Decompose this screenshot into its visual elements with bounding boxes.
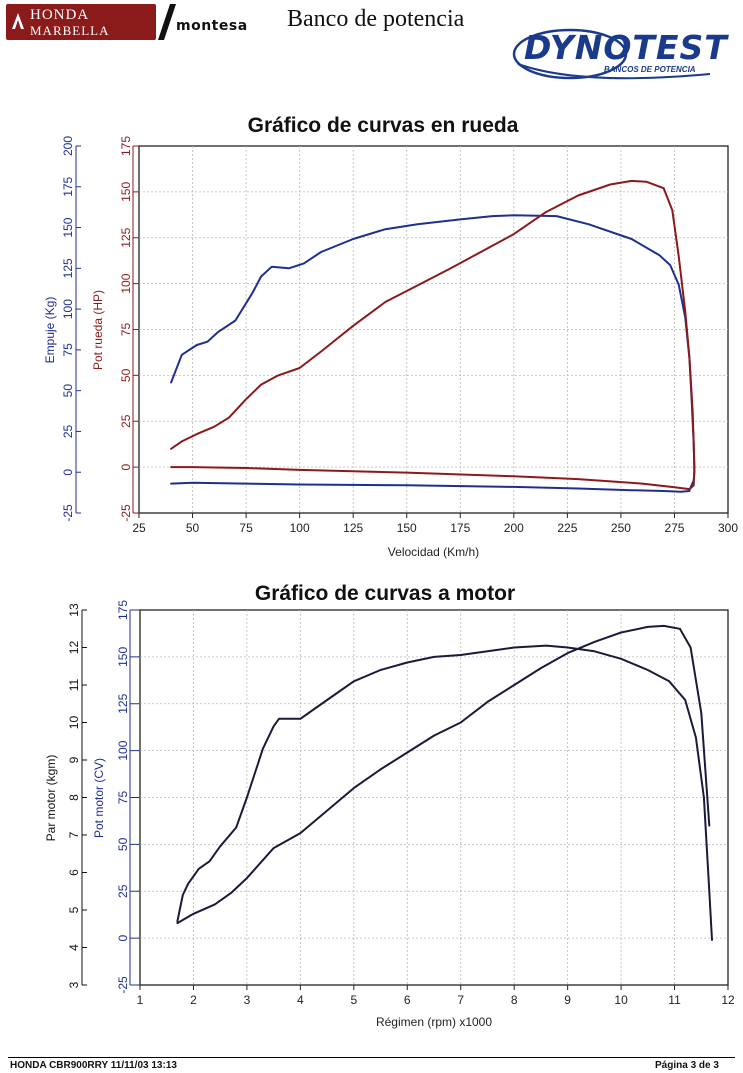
- montesa-text: montesa: [176, 18, 248, 34]
- left-axis-tick-label: 11: [67, 678, 81, 691]
- right-axis-tick-label: 125: [116, 693, 130, 713]
- x-tick-label: 275: [664, 521, 684, 535]
- right-axis-label: Pot rueda (HP): [91, 290, 105, 370]
- right-axis-tick-label: 0: [119, 463, 133, 470]
- montesa-slash-icon: [158, 4, 176, 40]
- left-axis-label: Empuje (Kg): [43, 297, 57, 364]
- dynotest-swoosh-icon: [512, 28, 711, 80]
- right-axis-tick-label: 100: [116, 740, 130, 760]
- x-tick-label: 75: [239, 521, 253, 535]
- left-axis-tick-label: 100: [61, 299, 75, 319]
- left-axis-tick-label: 8: [67, 794, 81, 801]
- honda-marbella-logo: HONDA MARBELLA: [6, 4, 156, 40]
- x-tick-label: 50: [186, 521, 200, 535]
- x-tick-label: 11: [668, 993, 681, 1007]
- x-tick-label: 300: [718, 521, 738, 535]
- honda-logo-line1: HONDA: [30, 7, 90, 23]
- left-axis-label: Par motor (kgm): [44, 755, 58, 842]
- right-axis-tick-label: 50: [119, 368, 133, 382]
- x-tick-label: 10: [614, 993, 628, 1007]
- chart-title-engine: Gráfico de curvas a motor: [254, 582, 516, 605]
- right-axis-tick-label: 175: [119, 136, 133, 156]
- honda-wing-icon: [12, 13, 24, 29]
- right-axis-tick-label: 75: [119, 323, 133, 337]
- x-tick-label: 9: [564, 993, 571, 1007]
- right-axis-tick-label: 125: [119, 227, 133, 247]
- right-axis-tick-label: 100: [119, 273, 133, 293]
- plot-frame: [138, 145, 729, 514]
- left-axis-tick-label: 50: [61, 384, 75, 398]
- x-tick-label: 25: [132, 521, 146, 535]
- series-line-3: [170, 466, 691, 491]
- right-axis-label: Pot motor (CV): [92, 758, 106, 838]
- left-axis-tick-label: 200: [61, 136, 75, 156]
- footer-divider: [8, 1057, 735, 1058]
- dynotest-logo: DYNOTEST BANCOS DE POTENCIA: [510, 24, 735, 84]
- x-tick-label: 3: [244, 993, 251, 1007]
- x-tick-label: 200: [504, 521, 524, 535]
- footer-vehicle-info: HONDA CBR900RRY 11/11/03 13:13: [10, 1060, 177, 1071]
- x-tick-label: 150: [397, 521, 417, 535]
- left-axis-tick-label: 125: [61, 258, 75, 278]
- left-axis-tick-label: 0: [61, 469, 75, 476]
- x-tick-label: 2: [190, 993, 197, 1007]
- wheel-curves-chart: 25 50 75 100 125 150 175 200 225 250 275 300Velocid…: [43, 136, 738, 559]
- x-tick-label: 250: [611, 521, 631, 535]
- left-axis-tick-label: 75: [61, 343, 75, 357]
- series-line-1: [170, 481, 691, 493]
- x-tick-label: 8: [511, 993, 518, 1007]
- x-tick-label: 1: [137, 993, 144, 1007]
- footer-page-number: Página 3 de 3: [655, 1060, 719, 1071]
- x-tick-label: 175: [450, 521, 470, 535]
- series-line-1: [176, 624, 711, 925]
- dynotest-brand: DYNOTEST: [524, 28, 728, 67]
- left-axis-tick-label: 10: [67, 716, 81, 730]
- x-tick-label: 12: [721, 993, 735, 1007]
- x-axis-label: Velocidad (Km/h): [388, 545, 479, 559]
- right-axis-tick-label: 150: [116, 647, 130, 667]
- right-axis-tick-label: 0: [116, 934, 130, 941]
- x-tick-label: 7: [457, 993, 464, 1007]
- left-axis-tick-label: 9: [67, 756, 81, 763]
- right-axis-tick-label: 75: [116, 791, 130, 805]
- x-tick-label: 5: [350, 993, 357, 1007]
- x-tick-label: 125: [343, 521, 363, 535]
- x-tick-label: 100: [290, 521, 310, 535]
- dynotest-subtitle: BANCOS DE POTENCIA: [604, 65, 696, 74]
- right-axis-tick-label: 50: [116, 837, 130, 851]
- left-axis-tick-label: 12: [67, 641, 81, 655]
- right-axis-tick-label: -25: [119, 504, 133, 522]
- chart-title-wheel: Gráfico de curvas en rueda: [247, 114, 519, 137]
- series-line-0: [176, 644, 713, 941]
- left-axis-tick-label: -25: [61, 504, 75, 522]
- left-axis-tick-label: 13: [67, 603, 81, 617]
- x-tick-label: 4: [297, 993, 304, 1007]
- x-axis-label: Régimen (rpm) x1000: [376, 1015, 492, 1029]
- left-axis-tick-label: 175: [61, 176, 75, 196]
- left-axis-tick-label: 4: [67, 944, 81, 951]
- left-axis-tick-label: 3: [67, 981, 81, 988]
- document-title: Banco de potencia: [287, 6, 465, 32]
- honda-logo-line2: MARBELLA: [30, 23, 110, 38]
- left-axis-tick-label: 25: [61, 424, 75, 438]
- right-axis-tick-label: 25: [119, 414, 133, 428]
- right-axis-tick-label: 150: [119, 182, 133, 202]
- x-tick-label: 225: [557, 521, 577, 535]
- left-axis-tick-label: 5: [67, 906, 81, 913]
- series-line-2: [170, 179, 696, 491]
- right-axis-tick-label: 25: [116, 884, 130, 898]
- left-axis-tick-label: 150: [61, 217, 75, 237]
- left-axis-tick-label: 7: [67, 831, 81, 838]
- montesa-logo: montesa: [158, 4, 268, 40]
- left-axis-tick-label: 6: [67, 869, 81, 876]
- x-tick-label: 6: [404, 993, 411, 1007]
- right-axis-tick-label: -25: [116, 976, 130, 994]
- right-axis-tick-label: 175: [116, 600, 130, 620]
